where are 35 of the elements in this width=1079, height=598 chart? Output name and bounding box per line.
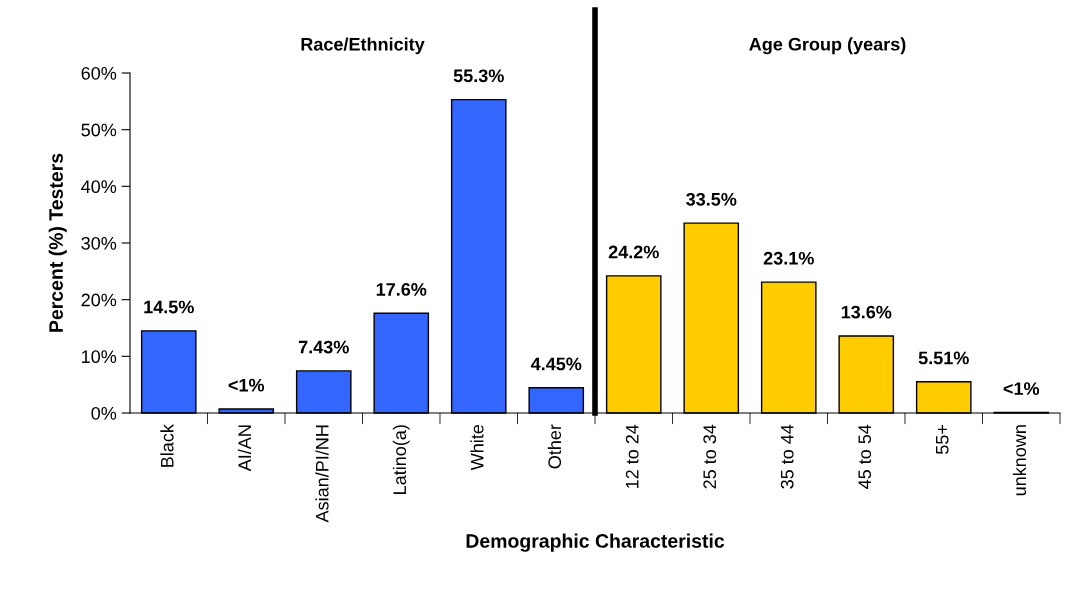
y-tick-label: 10% <box>82 350 117 364</box>
y-tick-label: 40% <box>81 180 117 194</box>
x-tick-label: Latino(a) <box>392 425 410 494</box>
x-tick-label: 35 to 44 <box>780 424 794 489</box>
data-label: 13.6% <box>841 305 892 319</box>
x-tick-label: 45 to 54 <box>858 424 872 489</box>
text: Race/Ethnicity <box>301 37 425 55</box>
data-label: 4.45% <box>530 357 582 371</box>
y-tick-label: 30% <box>81 236 117 250</box>
x-tick-label: Other <box>547 424 562 469</box>
data-label: 33.5% <box>686 192 737 206</box>
data-label: 14.5% <box>144 300 194 314</box>
x-tick-label: 55+ <box>936 425 949 455</box>
data-label: 55.3% <box>453 69 504 83</box>
data-label: 7.43% <box>298 340 349 354</box>
data-label: 5.51% <box>918 351 969 365</box>
y-tick-label: 50% <box>81 123 117 137</box>
y-tick-label: 20% <box>81 293 117 307</box>
data-label: 23.1% <box>763 251 814 265</box>
data-label: 17.6% <box>376 283 427 296</box>
data-label: 24.2% <box>608 245 659 259</box>
data-label: <1% <box>1003 382 1040 395</box>
x-tick-label: White <box>470 424 484 471</box>
x-tick-label: unknown <box>1012 425 1027 496</box>
x-tick-label: AI/AN <box>237 425 252 472</box>
x-tick-label: Black <box>160 424 174 467</box>
y-axis-title: Percent (%) Testers <box>48 153 67 332</box>
text: Age Group (years) <box>749 37 906 55</box>
x-tick-label: 25 to 34 <box>703 424 717 489</box>
data-label: <1% <box>228 378 265 392</box>
y-tick-label: 0% <box>91 406 117 420</box>
x-axis-title: Demographic Characteristic <box>466 533 725 552</box>
x-tick-label: Asian/PI/NH <box>315 425 329 523</box>
y-tick-label: 60% <box>81 66 117 80</box>
x-tick-label: 12 to 24 <box>625 424 639 488</box>
